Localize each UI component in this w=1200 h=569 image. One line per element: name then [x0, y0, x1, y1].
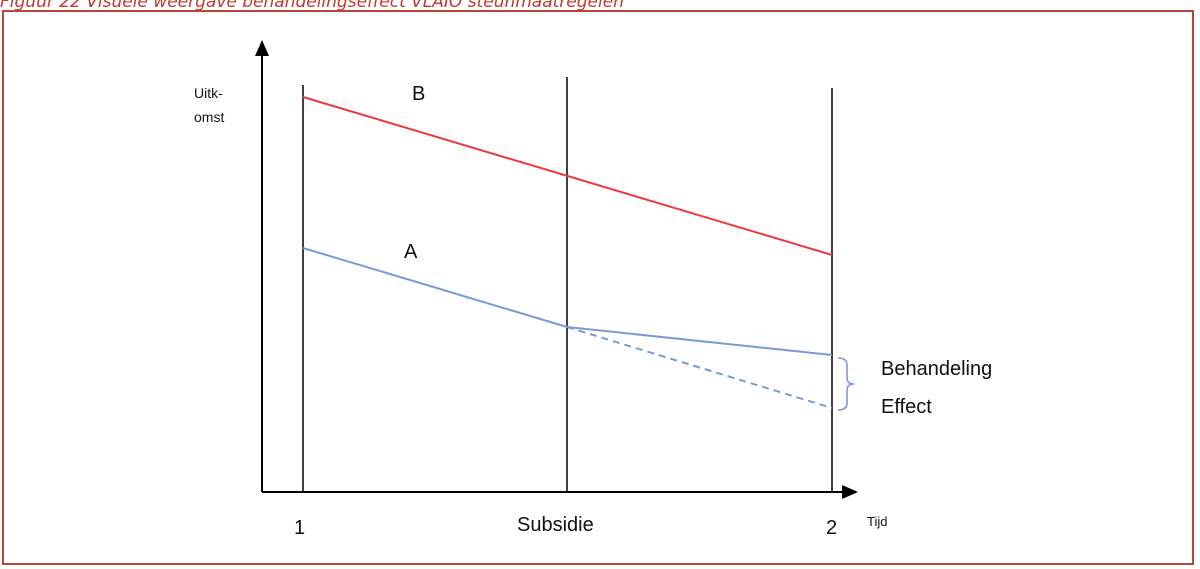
- y-axis-arrow-icon: [255, 40, 269, 56]
- effect-label-line2: Effect: [881, 396, 932, 418]
- series-a-counterfactual-line: [566, 326, 833, 409]
- series-b-label: B: [412, 83, 425, 105]
- tick-label-2: 2: [826, 517, 837, 539]
- effect-brace: [837, 357, 855, 411]
- x-axis-arrow-icon: [842, 485, 858, 499]
- x-axis-label: Tijd: [867, 514, 887, 529]
- figure-frame: [2, 10, 1194, 565]
- effect-label-line1: Behandeling: [881, 358, 992, 380]
- y-axis-label-line1: Uitk-: [194, 85, 223, 101]
- series-a-label: A: [404, 241, 418, 263]
- series-b-line: [302, 96, 833, 256]
- y-axis-label-line2: omst: [194, 109, 224, 125]
- series-a-line-post: [566, 326, 833, 356]
- figure-caption: Figuur 22 Visuele weergave behandelingse…: [0, 0, 624, 12]
- tick-label-subsidie: Subsidie: [517, 514, 594, 536]
- series-a-line-pre: [302, 247, 568, 328]
- tick-label-1: 1: [294, 517, 305, 539]
